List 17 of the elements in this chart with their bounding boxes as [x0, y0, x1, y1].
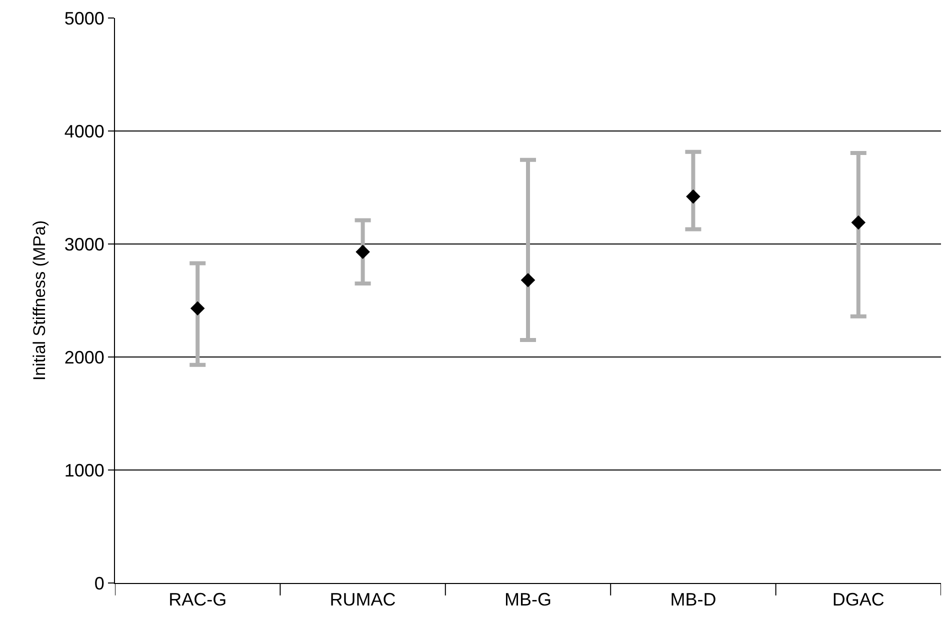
point [686, 189, 700, 204]
y-tick-label: 4000 [64, 121, 104, 142]
x-tick-label: MB-D [670, 590, 716, 610]
point [190, 301, 205, 316]
y-tick-label: 5000 [64, 8, 104, 28]
y-axis-title: Initial Stiffness (MPa) [30, 220, 49, 381]
y-tick-label: 0 [94, 573, 104, 594]
x-tick-label: RAC-G [168, 590, 227, 610]
y-tick-label: 1000 [64, 460, 104, 480]
y-tick-label: 3000 [64, 234, 104, 254]
point [520, 273, 536, 288]
point [851, 215, 866, 230]
point [356, 244, 370, 260]
y-tick-label: 2000 [64, 347, 104, 368]
x-tick-label: RUMAC [330, 590, 396, 610]
x-tick-label: DGAC [832, 590, 884, 610]
x-tick-label: MB-G [504, 590, 552, 610]
